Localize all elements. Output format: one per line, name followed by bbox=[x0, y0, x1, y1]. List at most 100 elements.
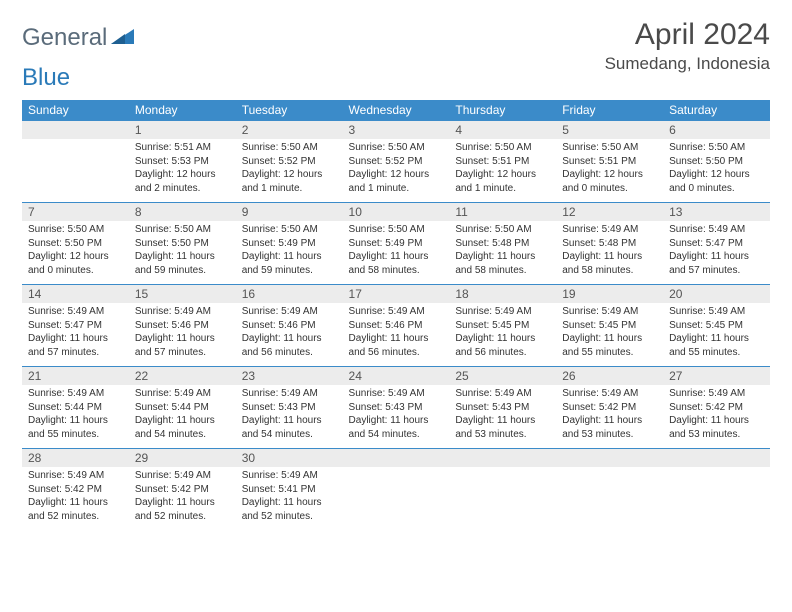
sunset-line: Sunset: 5:51 PM bbox=[562, 155, 657, 169]
calendar-row: 7Sunrise: 5:50 AMSunset: 5:50 PMDaylight… bbox=[22, 202, 770, 284]
sunset-line: Sunset: 5:44 PM bbox=[28, 401, 123, 415]
daylight-line: Daylight: 12 hours and 1 minute. bbox=[349, 168, 444, 195]
sunset-line: Sunset: 5:45 PM bbox=[562, 319, 657, 333]
day-cell: 2Sunrise: 5:50 AMSunset: 5:52 PMDaylight… bbox=[236, 120, 343, 202]
day-cell: 8Sunrise: 5:50 AMSunset: 5:50 PMDaylight… bbox=[129, 202, 236, 284]
day-body: Sunrise: 5:49 AMSunset: 5:43 PMDaylight:… bbox=[236, 385, 343, 445]
weekday-row: SundayMondayTuesdayWednesdayThursdayFrid… bbox=[22, 100, 770, 120]
daylight-line: Daylight: 11 hours and 56 minutes. bbox=[242, 332, 337, 359]
day-number: 4 bbox=[449, 120, 556, 139]
sunset-line: Sunset: 5:41 PM bbox=[242, 483, 337, 497]
day-cell: 17Sunrise: 5:49 AMSunset: 5:46 PMDayligh… bbox=[343, 284, 450, 366]
sunrise-line: Sunrise: 5:50 AM bbox=[242, 223, 337, 237]
day-body: Sunrise: 5:50 AMSunset: 5:49 PMDaylight:… bbox=[343, 221, 450, 281]
day-number: 9 bbox=[236, 202, 343, 221]
daylight-line: Daylight: 11 hours and 54 minutes. bbox=[135, 414, 230, 441]
day-number: 2 bbox=[236, 120, 343, 139]
sunrise-line: Sunrise: 5:49 AM bbox=[669, 305, 764, 319]
day-body: Sunrise: 5:49 AMSunset: 5:47 PMDaylight:… bbox=[22, 303, 129, 363]
day-body: Sunrise: 5:49 AMSunset: 5:43 PMDaylight:… bbox=[449, 385, 556, 445]
day-body: Sunrise: 5:50 AMSunset: 5:50 PMDaylight:… bbox=[129, 221, 236, 281]
location: Sumedang, Indonesia bbox=[605, 54, 770, 74]
day-number: 6 bbox=[663, 120, 770, 139]
calendar-row: 1Sunrise: 5:51 AMSunset: 5:53 PMDaylight… bbox=[22, 120, 770, 202]
day-cell: 14Sunrise: 5:49 AMSunset: 5:47 PMDayligh… bbox=[22, 284, 129, 366]
day-body: Sunrise: 5:49 AMSunset: 5:42 PMDaylight:… bbox=[556, 385, 663, 445]
weekday-header: Saturday bbox=[663, 100, 770, 120]
day-cell: 13Sunrise: 5:49 AMSunset: 5:47 PMDayligh… bbox=[663, 202, 770, 284]
day-body: Sunrise: 5:49 AMSunset: 5:46 PMDaylight:… bbox=[236, 303, 343, 363]
day-cell: 30Sunrise: 5:49 AMSunset: 5:41 PMDayligh… bbox=[236, 448, 343, 530]
day-body: Sunrise: 5:49 AMSunset: 5:46 PMDaylight:… bbox=[129, 303, 236, 363]
day-number: 11 bbox=[449, 202, 556, 221]
sunrise-line: Sunrise: 5:50 AM bbox=[349, 223, 444, 237]
calendar-row: 14Sunrise: 5:49 AMSunset: 5:47 PMDayligh… bbox=[22, 284, 770, 366]
day-cell: 15Sunrise: 5:49 AMSunset: 5:46 PMDayligh… bbox=[129, 284, 236, 366]
sunset-line: Sunset: 5:42 PM bbox=[28, 483, 123, 497]
daylight-line: Daylight: 11 hours and 58 minutes. bbox=[562, 250, 657, 277]
sunset-line: Sunset: 5:42 PM bbox=[135, 483, 230, 497]
day-number: 29 bbox=[129, 448, 236, 467]
day-number-empty bbox=[449, 448, 556, 467]
day-cell: 9Sunrise: 5:50 AMSunset: 5:49 PMDaylight… bbox=[236, 202, 343, 284]
daylight-line: Daylight: 11 hours and 58 minutes. bbox=[455, 250, 550, 277]
sunset-line: Sunset: 5:42 PM bbox=[562, 401, 657, 415]
daylight-line: Daylight: 12 hours and 0 minutes. bbox=[28, 250, 123, 277]
day-body: Sunrise: 5:51 AMSunset: 5:53 PMDaylight:… bbox=[129, 139, 236, 199]
day-body: Sunrise: 5:49 AMSunset: 5:42 PMDaylight:… bbox=[663, 385, 770, 445]
sunrise-line: Sunrise: 5:49 AM bbox=[562, 223, 657, 237]
weekday-header: Thursday bbox=[449, 100, 556, 120]
daylight-line: Daylight: 12 hours and 1 minute. bbox=[242, 168, 337, 195]
sunset-line: Sunset: 5:47 PM bbox=[669, 237, 764, 251]
sunrise-line: Sunrise: 5:49 AM bbox=[135, 469, 230, 483]
daylight-line: Daylight: 11 hours and 59 minutes. bbox=[135, 250, 230, 277]
sunrise-line: Sunrise: 5:49 AM bbox=[349, 387, 444, 401]
sunrise-line: Sunrise: 5:49 AM bbox=[669, 387, 764, 401]
daylight-line: Daylight: 11 hours and 57 minutes. bbox=[669, 250, 764, 277]
sunset-line: Sunset: 5:43 PM bbox=[242, 401, 337, 415]
daylight-line: Daylight: 11 hours and 53 minutes. bbox=[562, 414, 657, 441]
day-body: Sunrise: 5:50 AMSunset: 5:52 PMDaylight:… bbox=[236, 139, 343, 199]
calendar-row: 21Sunrise: 5:49 AMSunset: 5:44 PMDayligh… bbox=[22, 366, 770, 448]
weekday-header: Friday bbox=[556, 100, 663, 120]
daylight-line: Daylight: 11 hours and 54 minutes. bbox=[242, 414, 337, 441]
sunrise-line: Sunrise: 5:51 AM bbox=[135, 141, 230, 155]
daylight-line: Daylight: 11 hours and 53 minutes. bbox=[455, 414, 550, 441]
daylight-line: Daylight: 11 hours and 55 minutes. bbox=[562, 332, 657, 359]
empty-cell bbox=[663, 448, 770, 530]
sunset-line: Sunset: 5:46 PM bbox=[242, 319, 337, 333]
day-cell: 23Sunrise: 5:49 AMSunset: 5:43 PMDayligh… bbox=[236, 366, 343, 448]
sunrise-line: Sunrise: 5:49 AM bbox=[349, 305, 444, 319]
day-cell: 3Sunrise: 5:50 AMSunset: 5:52 PMDaylight… bbox=[343, 120, 450, 202]
day-number: 8 bbox=[129, 202, 236, 221]
day-number: 16 bbox=[236, 284, 343, 303]
logo-text-1: General bbox=[22, 24, 107, 52]
sunrise-line: Sunrise: 5:49 AM bbox=[135, 387, 230, 401]
day-cell: 21Sunrise: 5:49 AMSunset: 5:44 PMDayligh… bbox=[22, 366, 129, 448]
sunrise-line: Sunrise: 5:49 AM bbox=[135, 305, 230, 319]
weekday-header: Tuesday bbox=[236, 100, 343, 120]
sunrise-line: Sunrise: 5:50 AM bbox=[135, 223, 230, 237]
daylight-line: Daylight: 11 hours and 58 minutes. bbox=[349, 250, 444, 277]
sunrise-line: Sunrise: 5:49 AM bbox=[455, 305, 550, 319]
day-cell: 24Sunrise: 5:49 AMSunset: 5:43 PMDayligh… bbox=[343, 366, 450, 448]
day-cell: 28Sunrise: 5:49 AMSunset: 5:42 PMDayligh… bbox=[22, 448, 129, 530]
day-body: Sunrise: 5:49 AMSunset: 5:44 PMDaylight:… bbox=[129, 385, 236, 445]
sunrise-line: Sunrise: 5:50 AM bbox=[455, 223, 550, 237]
day-number: 26 bbox=[556, 366, 663, 385]
sunset-line: Sunset: 5:43 PM bbox=[349, 401, 444, 415]
day-cell: 25Sunrise: 5:49 AMSunset: 5:43 PMDayligh… bbox=[449, 366, 556, 448]
day-body: Sunrise: 5:49 AMSunset: 5:44 PMDaylight:… bbox=[22, 385, 129, 445]
day-number: 25 bbox=[449, 366, 556, 385]
sunrise-line: Sunrise: 5:50 AM bbox=[455, 141, 550, 155]
day-number: 1 bbox=[129, 120, 236, 139]
sunrise-line: Sunrise: 5:49 AM bbox=[455, 387, 550, 401]
sunset-line: Sunset: 5:49 PM bbox=[349, 237, 444, 251]
day-cell: 11Sunrise: 5:50 AMSunset: 5:48 PMDayligh… bbox=[449, 202, 556, 284]
sunset-line: Sunset: 5:49 PM bbox=[242, 237, 337, 251]
calendar-row: 28Sunrise: 5:49 AMSunset: 5:42 PMDayligh… bbox=[22, 448, 770, 530]
day-body: Sunrise: 5:49 AMSunset: 5:45 PMDaylight:… bbox=[663, 303, 770, 363]
logo: General bbox=[22, 18, 135, 52]
day-body: Sunrise: 5:49 AMSunset: 5:45 PMDaylight:… bbox=[449, 303, 556, 363]
day-body: Sunrise: 5:50 AMSunset: 5:51 PMDaylight:… bbox=[556, 139, 663, 199]
